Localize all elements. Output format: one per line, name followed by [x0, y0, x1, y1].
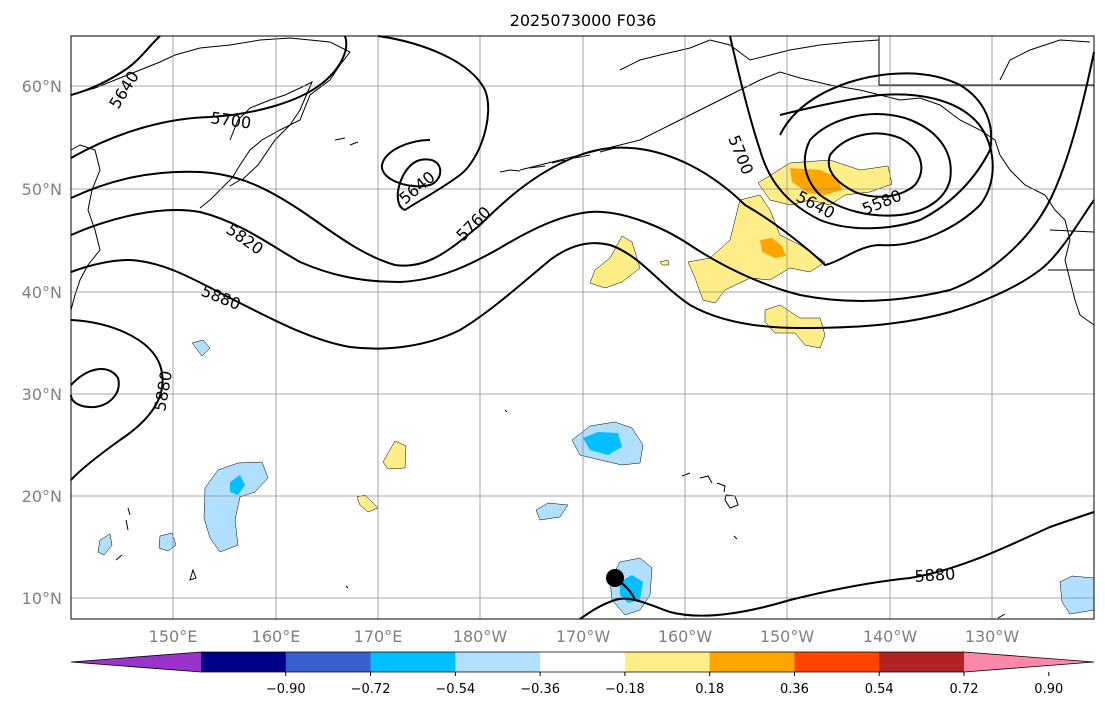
shade-tiny-1 — [659, 259, 670, 266]
shade-south-blob — [764, 304, 826, 349]
negative-shading — [97, 339, 1095, 616]
map-background — [71, 36, 1094, 619]
coast-hawaii — [681, 472, 739, 509]
colorbar-extend-low — [71, 652, 201, 672]
colorbar-tick-label: 0.36 — [780, 682, 809, 697]
lon-label-150w: 150°W — [760, 627, 815, 646]
contour-5640-west — [70, 35, 161, 96]
colorbar-tick-label: −0.36 — [520, 682, 560, 697]
colorbar-tick-label: 0.18 — [695, 682, 724, 697]
shade-neg-core-west — [230, 475, 245, 495]
colorbar-segment — [540, 652, 626, 672]
latitude-labels: 60°N 50°N 40°N 30°N 20°N 10°N — [22, 77, 62, 608]
colorbar-tick-label: −0.90 — [266, 682, 306, 697]
colorbar-tick-label: −0.54 — [435, 682, 475, 697]
colorbar-segment — [455, 652, 541, 672]
graticule — [71, 36, 1094, 619]
colorbar-tick-label: 0.90 — [1034, 682, 1063, 697]
coast-aleutians — [229, 137, 616, 187]
coast-kamchatka — [229, 80, 313, 181]
lon-label-150e: 150°E — [149, 627, 198, 646]
contour-5700 — [70, 35, 490, 211]
colorbar-tick-label: 0.54 — [865, 682, 894, 697]
contour-gulf-ring-3 — [827, 132, 923, 198]
lon-label-160w: 160°W — [658, 627, 713, 646]
plot-title: 2025073000 F036 — [510, 11, 657, 30]
lon-label-170w: 170°W — [556, 627, 611, 646]
shade-neg-small-3 — [97, 533, 113, 556]
lon-label-130w: 130°W — [965, 627, 1020, 646]
lon-label-180w: 180°W — [453, 627, 508, 646]
coast-asia — [70, 37, 351, 209]
lat-label-30n: 30°N — [22, 385, 62, 404]
shade-core-north — [790, 168, 842, 195]
colorbar-segment — [879, 652, 965, 672]
contour-5880-main — [70, 199, 1095, 350]
contour-5760 — [70, 93, 994, 267]
colorbar-segment — [624, 652, 711, 672]
contour-labels: 5640 5700 5640 5760 5820 5880 5880 5700 … — [105, 68, 956, 586]
lon-label-170e: 170°E — [354, 627, 403, 646]
colorbar-segment — [285, 652, 372, 672]
lat-label-20n: 20°N — [22, 487, 62, 506]
colorbar-extend-high — [964, 652, 1094, 672]
contour-label-5880-south: 5880 — [914, 564, 956, 586]
coast-small-islands — [115, 409, 1006, 619]
colorbar-tick-label: 0.72 — [950, 682, 979, 697]
colorbar-segment — [370, 652, 456, 672]
lat-label-10n: 10°N — [22, 589, 62, 608]
height-contours — [70, 35, 1095, 620]
shade-gulf-alaska-south — [687, 194, 826, 304]
colorbar-segment — [709, 652, 795, 672]
shade-neg-core-center — [583, 432, 622, 455]
lat-label-50n: 50°N — [22, 180, 62, 199]
storm-track-line — [614, 577, 636, 601]
shade-neg-small-1 — [535, 502, 569, 521]
colorbar-tick-label: −0.18 — [605, 682, 645, 697]
colorbar-tick-label: −0.72 — [351, 682, 391, 697]
map-panel: 5640 5700 5640 5760 5820 5880 5880 5700 … — [70, 35, 1095, 620]
coast-alaska — [519, 71, 1095, 326]
shade-west-blob — [589, 235, 641, 289]
shade-small-1 — [382, 440, 407, 470]
shade-neg-west — [203, 461, 269, 553]
coast-alaska-north — [619, 39, 880, 71]
contour-5880-west — [70, 319, 164, 481]
coast-canada — [878, 36, 1095, 271]
coast-east-asia — [70, 144, 101, 311]
colorbar-segment — [794, 652, 880, 672]
longitude-labels: 150°E 160°E 170°E 180°W 170°W 160°W 150°… — [149, 627, 1020, 646]
contour-5820 — [70, 51, 1095, 302]
colorbar-segment — [201, 652, 287, 672]
lon-label-160e: 160°E — [252, 627, 301, 646]
colorbar: −0.90 −0.72 −0.54 −0.36 −0.18 0.18 0.36 0.54 0.7… — [70, 651, 1095, 697]
lat-label-60n: 60°N — [22, 77, 62, 96]
shade-core-south — [760, 238, 786, 258]
shade-neg-small-4 — [191, 339, 211, 357]
colorbar-outline — [70, 651, 1095, 673]
shade-small-2 — [356, 494, 379, 513]
coastlines — [70, 36, 1095, 619]
shade-neg-small-2 — [158, 532, 177, 552]
lon-label-140w: 140°W — [863, 627, 918, 646]
map-frame — [70, 35, 1095, 620]
contour-5880-east — [579, 511, 1095, 620]
lat-label-40n: 40°N — [22, 283, 62, 302]
contour-gulf-ring-1 — [729, 35, 993, 230]
contour-gulf-ring-2 — [803, 113, 952, 217]
shade-neg-core-storm — [620, 575, 643, 603]
positive-shading — [356, 159, 893, 513]
